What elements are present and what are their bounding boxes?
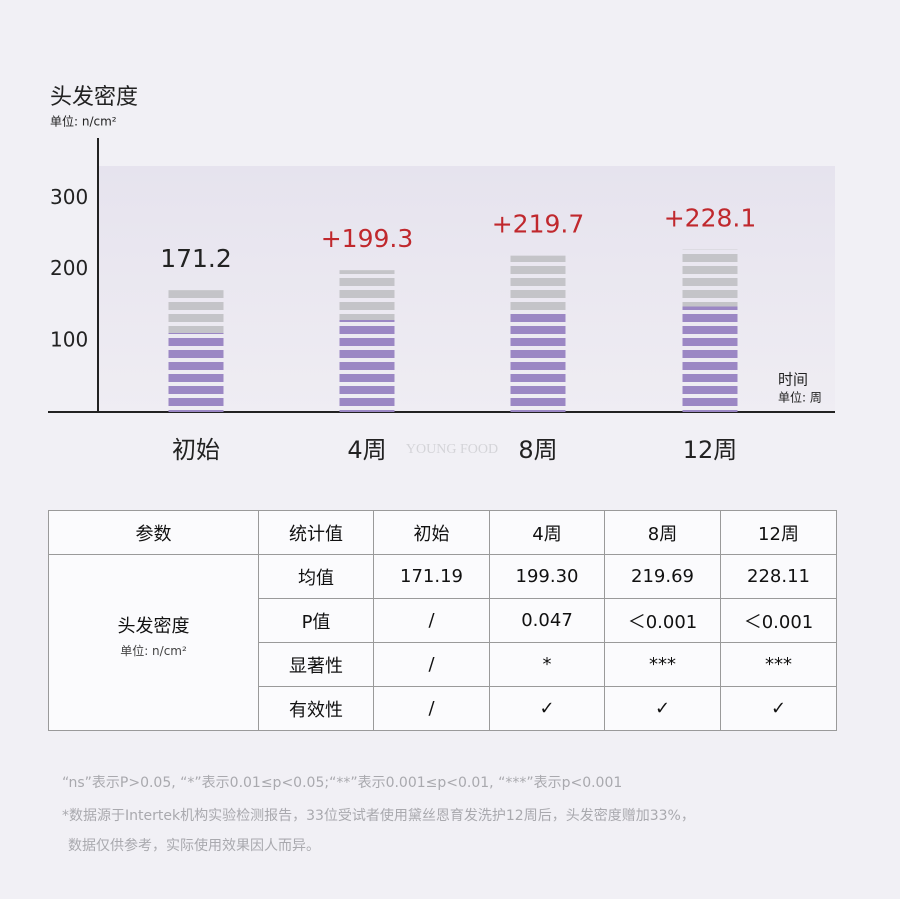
data-label: +219.7 (492, 210, 585, 239)
note: “ns”表示P>0.05, “*”表示0.01≤p<0.05;“**”表示0.0… (62, 775, 623, 791)
bar (168, 290, 224, 412)
table-row: 显著性 / * *** *** (49, 642, 837, 687)
table-row: 有效性 / ✓ ✓ ✓ (49, 686, 837, 731)
table-cell: ＜0.001 (604, 598, 721, 643)
watermark: YOUNG FOOD (406, 442, 498, 457)
header-cell: 初始 (373, 510, 490, 555)
table-cell: 0.047 (489, 598, 605, 643)
group-cell: 头发密度单位: n/cm² (48, 554, 259, 731)
table-cell: ✓ (489, 686, 605, 731)
data-label: 171.2 (160, 244, 232, 273)
axis-title: 头发密度 (50, 85, 138, 110)
table-cell: * (489, 642, 605, 687)
y-tick-label: 200 (50, 256, 88, 280)
chart: 头发密度 单位: n/cm² 时间 单位: 周 YOUNG FOOD 100 20… (48, 85, 835, 464)
header-cell: 8周 (604, 510, 721, 555)
table-row: 头发密度 单位: n/cm² 均值 171.19 199.30 219.69 228.11 (48, 554, 837, 731)
x-tick-label: 8周 (518, 436, 557, 464)
table-cell: 显著性 (258, 642, 374, 687)
x-tick-label: 初始 (172, 436, 220, 464)
table-cell: / (373, 642, 490, 687)
data-table: 参数 统计值 初始 4周 8周 12周 头发密度 单位: n/cm² 均值 171.19 199.3… (48, 510, 837, 731)
table-cell: *** (720, 642, 837, 687)
header-cell: 4周 (489, 510, 605, 555)
table-cell: ✓ (604, 686, 721, 731)
table-cell: ＜0.001 (720, 598, 837, 643)
table-cell: 有效性 (258, 686, 374, 731)
note: *数据源于Intertek机构实验检测报告，33位受试者使用黛丝恩育发洗护12周… (62, 808, 695, 824)
y-tick-label: 300 (50, 185, 88, 209)
table-cell: P值 (258, 598, 374, 643)
bar (682, 249, 738, 412)
x-tick-label: 4周 (347, 436, 386, 464)
table-cell: / (373, 686, 490, 731)
data-label: +228.1 (664, 204, 757, 233)
group-unit: 单位: n/cm² (120, 644, 187, 658)
table-cell: 228.11 (720, 554, 837, 599)
header-row: 参数 统计值 初始 4周 8周 12周 (48, 510, 837, 555)
x-label: 时间 (778, 371, 808, 389)
header-cell: 参数 (48, 510, 259, 555)
x-unit: 单位: 周 (778, 390, 822, 405)
table-cell: 219.69 (604, 554, 721, 599)
x-tick-label: 12周 (683, 436, 738, 464)
axis-unit: 单位: n/cm² (50, 114, 117, 129)
header-cell: 统计值 (258, 510, 374, 555)
bar (510, 255, 566, 412)
data-label: +199.3 (321, 224, 414, 253)
table-cell: / (373, 598, 490, 643)
header-cell: 12周 (720, 510, 837, 555)
table-cell: 均值 (258, 554, 374, 599)
table-cell: 171.19 (373, 554, 490, 599)
group-label: 头发密度 (117, 616, 190, 637)
note: 数据仅供参考，实际使用效果因人而异。 (68, 838, 320, 854)
y-tick-label: 100 (50, 327, 88, 351)
table-row: P值/0.047 ＜0.001 ＜0.001 (49, 598, 837, 643)
table-cell: ✓ (720, 686, 837, 731)
table-cell: *** (604, 642, 721, 687)
table-cell: 199.30 (489, 554, 605, 599)
bar (339, 270, 395, 412)
